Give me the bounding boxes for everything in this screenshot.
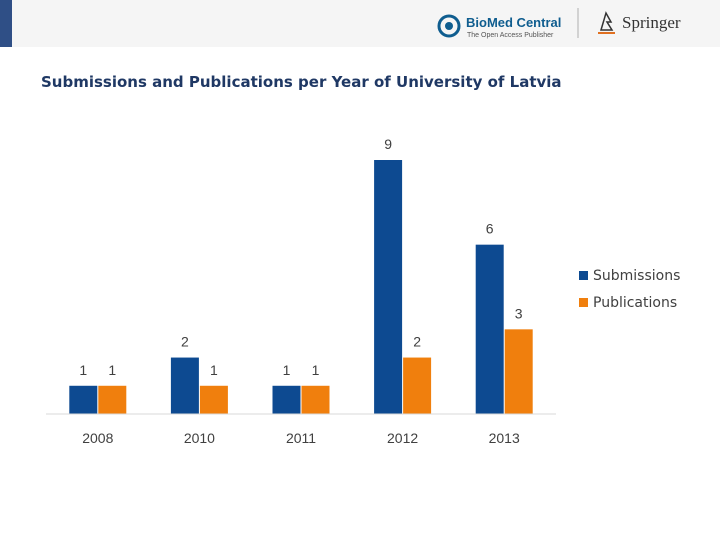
- bar-submissions-2012: [374, 160, 403, 414]
- legend-item-submissions: Submissions: [579, 262, 680, 289]
- x-tick-label-2013: 2013: [489, 430, 520, 446]
- legend-swatch-submissions: [579, 271, 588, 280]
- data-label-submissions-2011: 1: [283, 362, 291, 378]
- data-label-submissions-2008: 1: [79, 362, 87, 378]
- legend-item-publications: Publications: [579, 289, 680, 316]
- bar-publications-2010: [199, 385, 228, 414]
- legend-swatch-publications: [579, 298, 588, 307]
- data-label-submissions-2012: 9: [384, 136, 392, 152]
- data-label-submissions-2013: 6: [486, 221, 494, 237]
- biomed-tagline: The Open Access Publisher: [467, 32, 554, 39]
- bar-publications-2012: [403, 357, 432, 414]
- bar-publications-2008: [98, 385, 127, 414]
- corner-accent: [0, 0, 12, 47]
- chart-legend: Submissions Publications: [579, 262, 680, 316]
- data-label-publications-2013: 3: [515, 305, 523, 321]
- data-label-submissions-2010: 2: [181, 334, 189, 350]
- bar-submissions-2013: [475, 244, 504, 414]
- data-label-publications-2011: 1: [312, 362, 320, 378]
- biomed-logo-dot: [445, 22, 453, 30]
- biomed-central-logo: BioMed Central The Open Access Publisher: [437, 14, 561, 39]
- bar-submissions-2008: [69, 385, 98, 414]
- data-label-publications-2012: 2: [413, 334, 421, 350]
- header-band: [0, 0, 720, 47]
- x-tick-label-2012: 2012: [387, 430, 418, 446]
- bar-publications-2013: [504, 329, 533, 414]
- data-label-publications-2010: 1: [210, 362, 218, 378]
- springer-logo: Springer: [598, 11, 681, 34]
- bar-publications-2011: [301, 385, 330, 414]
- bar-submissions-2010: [170, 357, 199, 414]
- biomed-logo-icon: [437, 14, 461, 38]
- chart-title: Submissions and Publications per Year of…: [41, 73, 562, 91]
- bar-submissions-2011: [272, 385, 301, 414]
- springer-horse-icon: [599, 11, 614, 31]
- legend-label-submissions: Submissions: [593, 267, 681, 284]
- x-tick-label-2008: 2008: [82, 430, 113, 446]
- publisher-logos: BioMed Central The Open Access Publisher…: [437, 8, 681, 39]
- legend-label-publications: Publications: [593, 294, 678, 311]
- x-tick-label-2010: 2010: [184, 430, 215, 446]
- data-label-publications-2008: 1: [108, 362, 116, 378]
- springer-brand: Springer: [622, 13, 681, 32]
- x-tick-label-2011: 2011: [286, 430, 316, 446]
- biomed-brand: BioMed Central: [466, 15, 561, 30]
